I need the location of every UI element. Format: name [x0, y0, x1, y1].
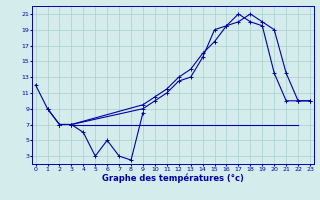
X-axis label: Graphe des températures (°c): Graphe des températures (°c)	[102, 173, 244, 183]
